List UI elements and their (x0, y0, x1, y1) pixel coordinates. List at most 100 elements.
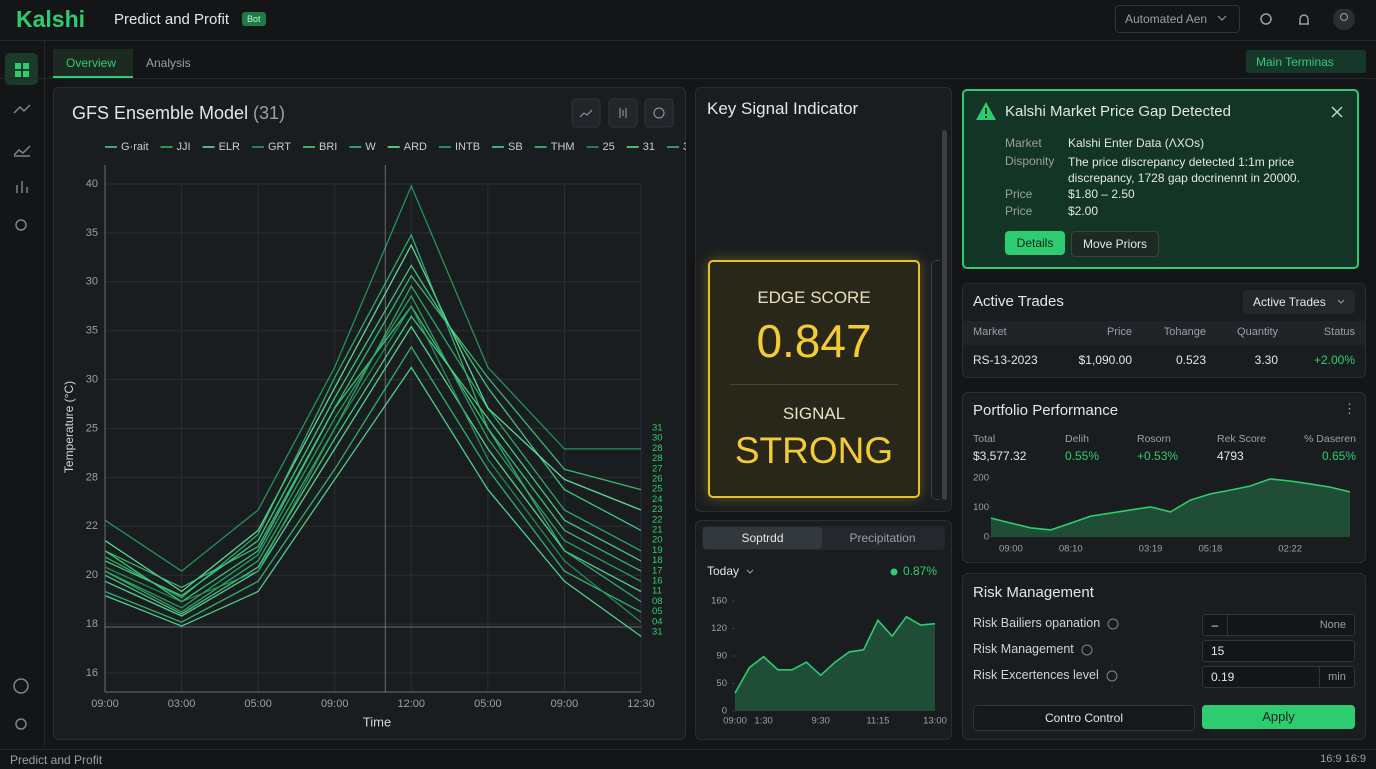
terminal-dropdown[interactable] (1246, 50, 1366, 73)
field-label: Risk Excertences level (973, 668, 1099, 682)
x-tick-label: 03:00 (168, 698, 196, 710)
details-button[interactable]: Details (1005, 231, 1065, 255)
field-value: 15 (1211, 644, 1225, 658)
divider (0, 78, 1376, 79)
portfolio-panel (962, 392, 1366, 563)
nav-active[interactable] (5, 53, 38, 85)
footer-right: 16:9 16:9 (1320, 753, 1366, 765)
tool-line[interactable] (571, 98, 601, 128)
legend-label: ARD (404, 141, 427, 153)
nav-line[interactable] (13, 145, 31, 157)
column-header: Price (1106, 326, 1132, 338)
header (0, 0, 1376, 41)
app-title: Predict and Profit (114, 11, 230, 28)
series-line (104, 233, 642, 603)
help-icon[interactable] (13, 678, 29, 694)
stat-value: 4793 (1217, 449, 1244, 463)
area-line (990, 478, 1351, 531)
edge-label: EDGE SCORE (757, 288, 871, 307)
segment[interactable]: Precipitation (849, 531, 916, 545)
x-tick-label: 09:00 (723, 716, 747, 727)
terminal-label: Main Terminas (1256, 55, 1334, 69)
logo[interactable]: Kalshi (16, 6, 86, 32)
y-tick-label: 35 (86, 325, 98, 337)
area-shading (735, 616, 935, 711)
y-tick-label: 30 (86, 374, 98, 386)
stat-value: +0.53% (1137, 449, 1179, 463)
tool-refresh[interactable] (644, 98, 674, 128)
table-cell: 3.30 (1254, 353, 1278, 367)
card-edge (931, 260, 940, 500)
end-label: 20 (652, 535, 663, 546)
header-icons (1260, 9, 1355, 30)
legend-label: G·rait (121, 141, 149, 153)
alert-value: $1.80 – 2.50 (1068, 187, 1135, 201)
minus-button[interactable]: – (1203, 615, 1228, 635)
control-button[interactable]: Contro Control (973, 705, 1195, 731)
series-line (104, 243, 642, 593)
settings-icon[interactable] (1260, 13, 1272, 25)
end-label: 21 (652, 525, 663, 536)
field-input[interactable]: None – (1202, 614, 1355, 636)
nav-bars[interactable] (16, 181, 28, 193)
period-select[interactable]: Today (707, 564, 740, 578)
help-icon[interactable] (1106, 670, 1118, 682)
field-input[interactable]: 0.19 min (1202, 666, 1355, 688)
stat-label: Rek Score (1217, 433, 1267, 445)
stat-label: Delih (1065, 433, 1089, 445)
legend-label: THM (551, 141, 575, 153)
alert-key: Market (1005, 136, 1042, 150)
trades-title: Active Trades (973, 293, 1064, 310)
signal-title: Key Signal Indicator (707, 99, 859, 118)
field-input[interactable]: 15 (1202, 640, 1355, 662)
more-icon[interactable]: ⋮ (1343, 401, 1356, 416)
series-line (104, 304, 642, 623)
x-tick-label: 9:30 (811, 716, 830, 727)
sidebar (0, 41, 45, 748)
account-dropdown[interactable] (1115, 5, 1240, 33)
warning-icon (976, 102, 996, 120)
nav-trend[interactable] (13, 104, 31, 114)
column-header: Market (973, 326, 1007, 338)
y-tick-label: 35 (86, 227, 98, 239)
nav-settings[interactable] (15, 219, 27, 231)
y-tick-label: 120 (711, 623, 727, 634)
x-tick-label: 09:00 (999, 544, 1023, 555)
end-label: 04 (652, 616, 663, 627)
help-icon[interactable] (1107, 618, 1119, 630)
end-label: 17 (652, 565, 663, 576)
chevron (1217, 15, 1227, 21)
column-header: Status (1323, 326, 1355, 338)
y-tick-label: 25 (86, 422, 98, 434)
end-label: 30 (652, 433, 663, 444)
help-icon[interactable] (1081, 644, 1093, 656)
close-icon[interactable] (1331, 106, 1343, 118)
scrollbar[interactable] (942, 130, 947, 500)
legend-label: ELR (219, 141, 240, 153)
stats: Total $3,577.32 Delih 0.55% Rosorn +0.53% Rek … (973, 433, 1356, 465)
move-button[interactable]: Move Priors (1071, 231, 1159, 257)
avatar[interactable] (1333, 9, 1355, 30)
legend-label: JJI (177, 141, 191, 153)
end-label: 11 (652, 586, 662, 597)
apply-button[interactable]: Apply (1202, 705, 1355, 729)
end-label: 23 (652, 504, 663, 515)
tab-active[interactable] (53, 49, 133, 78)
settings-bottom[interactable] (15, 718, 27, 730)
legend-label: INTB (455, 141, 480, 153)
stat-label: Rosorn (1137, 433, 1171, 445)
segment-active[interactable]: Soptrdd (703, 527, 822, 549)
tab[interactable]: Overview (66, 56, 117, 70)
trades-table: Market Price Tohange Quantity Status RS-13-20… (963, 321, 1365, 377)
series-line (104, 305, 642, 603)
trades-dropdown[interactable] (1243, 290, 1355, 314)
tab[interactable]: Analysis (146, 56, 191, 70)
x-tick-label: 05:00 (244, 698, 272, 710)
chart-title: GFS Ensemble Model (72, 103, 249, 123)
end-label: 31 (652, 627, 663, 638)
bell-icon[interactable] (1299, 14, 1309, 25)
x-tick-label: 05:00 (474, 698, 502, 710)
mini-chart: 0 50 90 120 160 09:00 1:30 9:30 11:15 13:00 (711, 596, 947, 727)
y-tick-label: 100 (973, 502, 989, 513)
y-tick-label: 0 (984, 532, 989, 543)
